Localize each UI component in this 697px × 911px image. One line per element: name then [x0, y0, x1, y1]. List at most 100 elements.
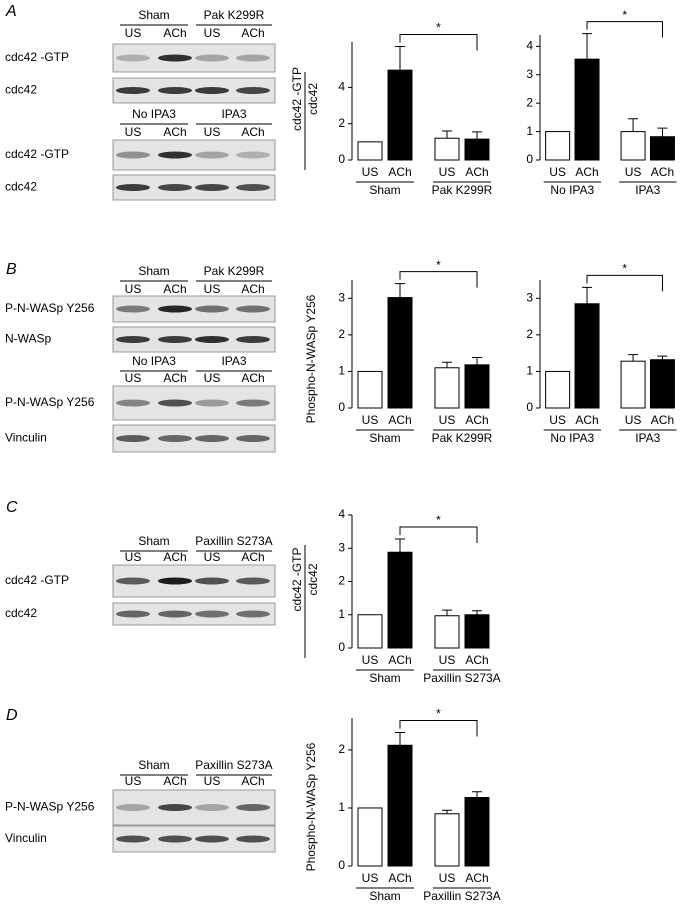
blot-group-label: Sham — [138, 8, 169, 22]
group-label: Pak K299R — [432, 183, 493, 197]
y-tick-label: 2 — [338, 327, 345, 341]
y-tick-label: 4 — [526, 39, 533, 53]
y-label: cdc42 -GTP — [290, 67, 304, 131]
band — [158, 610, 192, 618]
y-label: cdc42 — [306, 563, 320, 595]
lane-label: US — [204, 371, 221, 385]
x-tick-label: US — [625, 165, 642, 179]
error-bar — [442, 361, 452, 368]
bar — [357, 614, 383, 649]
band — [236, 610, 270, 618]
bar — [464, 797, 490, 867]
significance: * — [436, 513, 441, 527]
error-bar — [657, 355, 668, 360]
x-tick-label: ACh — [388, 653, 411, 667]
band — [116, 184, 150, 191]
band — [116, 305, 150, 313]
bar — [545, 370, 571, 409]
band — [195, 835, 229, 843]
significance-bracket — [586, 21, 663, 38]
significance: * — [436, 21, 441, 35]
group-label: No IPA3 — [550, 431, 594, 445]
x-tick-label: ACh — [651, 413, 674, 427]
x-tick-label: ACh — [388, 871, 411, 885]
band — [195, 399, 229, 407]
lane-label: ACh — [241, 26, 264, 40]
bar — [434, 813, 460, 867]
blot-row-label: cdc42 -GTP — [5, 50, 69, 64]
error-bar — [395, 283, 405, 298]
band — [236, 184, 270, 191]
x-tick-label: ACh — [465, 165, 488, 179]
band — [195, 151, 229, 159]
error-bar — [442, 609, 452, 616]
y-tick-label: 3 — [526, 67, 533, 81]
error-bar — [657, 127, 668, 137]
band — [236, 435, 270, 442]
error-bar — [628, 118, 639, 132]
y-tick-label: 1 — [526, 124, 533, 138]
blot-row-label: N-WASp — [5, 332, 52, 346]
band — [158, 87, 192, 94]
y-label: Phospho-N-WASp Y256 — [304, 294, 318, 423]
lane-label: ACh — [163, 26, 186, 40]
blot-row-label: cdc42 -GTP — [5, 573, 69, 587]
band — [195, 87, 229, 94]
lane-label: ACh — [163, 550, 186, 564]
blot-row-label: cdc42 — [5, 180, 37, 194]
x-tick-label: US — [439, 871, 456, 885]
lane-label: US — [204, 550, 221, 564]
band — [236, 54, 270, 62]
x-tick-label: US — [625, 413, 642, 427]
significance-bracket — [399, 526, 478, 543]
significance-bracket — [399, 34, 478, 51]
y-tick-label: 0 — [526, 400, 533, 414]
panel-letter: B — [6, 261, 17, 278]
lane-label: ACh — [241, 282, 264, 296]
x-tick-label: US — [362, 653, 379, 667]
lane-label: US — [125, 282, 142, 296]
lane-label: US — [204, 774, 221, 788]
panel-letter: C — [6, 499, 18, 516]
y-tick-label: 1 — [338, 800, 345, 814]
x-tick-label: US — [439, 413, 456, 427]
blot-row-label: cdc42 -GTP — [5, 147, 69, 161]
x-tick-label: ACh — [575, 413, 598, 427]
bar — [574, 58, 600, 161]
band — [195, 184, 229, 191]
error-bar — [442, 809, 452, 814]
lane-label: ACh — [163, 774, 186, 788]
band — [236, 577, 270, 585]
bar — [434, 615, 460, 649]
x-tick-label: ACh — [651, 165, 674, 179]
band — [158, 336, 192, 343]
blot-image — [112, 602, 276, 626]
band — [158, 399, 192, 407]
x-tick-label: US — [549, 413, 566, 427]
band — [116, 610, 150, 618]
blot-row-label: cdc42 — [5, 83, 37, 97]
y-label: Phospho-N-WASp Y256 — [304, 742, 318, 871]
group-label: Sham — [369, 183, 400, 197]
band — [116, 87, 150, 94]
y-tick-label: 4 — [338, 507, 345, 521]
bar — [574, 303, 600, 409]
band — [116, 835, 150, 843]
bar — [387, 744, 413, 867]
blot-group-label: IPA3 — [221, 354, 246, 368]
blot-row-label: P-N-WASp Y256 — [5, 800, 95, 814]
blot-row-label: P-N-WASp Y256 — [5, 301, 95, 315]
error-bar — [442, 130, 452, 139]
y-tick-label: 2 — [526, 95, 533, 109]
band — [236, 87, 270, 94]
blot-group-label: Paxillin S273A — [195, 534, 272, 548]
y-tick-label: 1 — [338, 364, 345, 378]
significance: * — [622, 8, 627, 22]
lane-label: ACh — [163, 125, 186, 139]
bar — [387, 551, 413, 649]
lane-label: US — [125, 550, 142, 564]
bar — [545, 131, 571, 161]
y-tick-label: 3 — [526, 290, 533, 304]
significance: * — [622, 261, 627, 275]
y-tick-label: 4 — [338, 80, 345, 94]
